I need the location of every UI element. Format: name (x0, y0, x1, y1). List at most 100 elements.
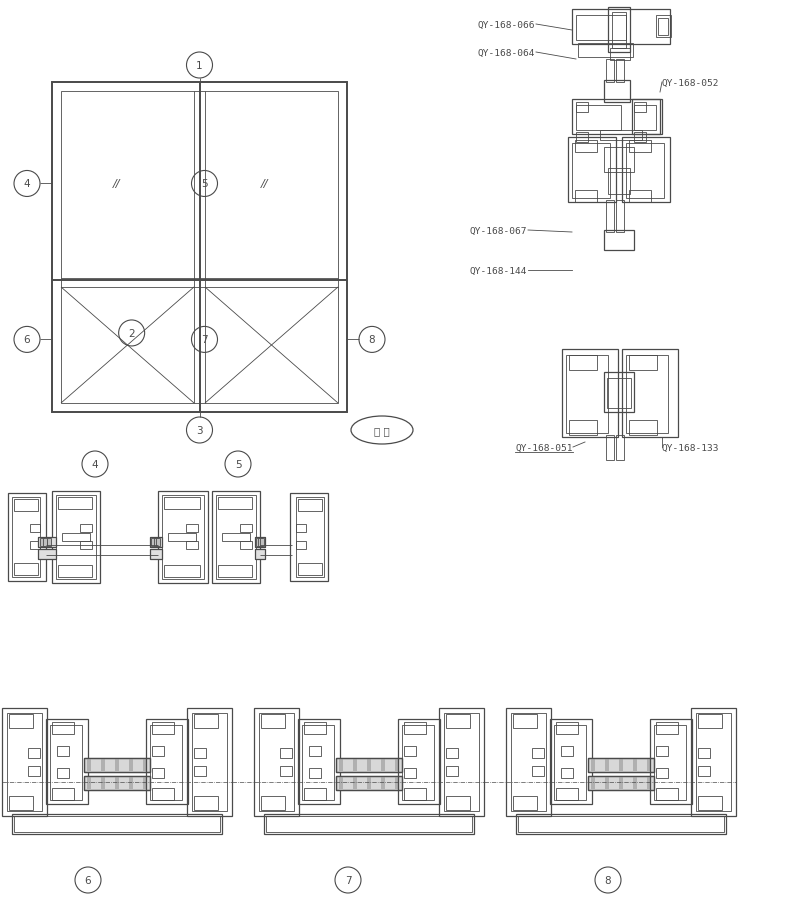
Bar (658, 19, 668, 36)
Bar (608, 8, 630, 53)
Bar (698, 796, 722, 810)
Bar (150, 549, 162, 559)
Bar (576, 16, 626, 41)
Bar (158, 492, 208, 584)
Bar (572, 10, 670, 45)
Text: //: // (261, 179, 268, 189)
Bar (152, 788, 174, 800)
Bar (43, 538, 47, 547)
Bar (656, 16, 671, 38)
Bar (2, 708, 47, 816)
Bar (398, 719, 440, 804)
Bar (255, 549, 265, 559)
Bar (28, 766, 40, 776)
Bar (647, 759, 651, 771)
Bar (576, 133, 588, 143)
Bar (656, 723, 678, 734)
Bar (115, 759, 119, 771)
Bar (240, 524, 252, 532)
Bar (40, 538, 44, 547)
Bar (513, 796, 537, 810)
Bar (187, 708, 232, 816)
Bar (622, 350, 678, 437)
Bar (80, 524, 92, 532)
Bar (616, 436, 624, 461)
Bar (395, 759, 399, 771)
Text: 4: 4 (24, 179, 30, 189)
Bar (58, 566, 92, 577)
Bar (696, 713, 731, 811)
Bar (38, 538, 56, 548)
Text: 7: 7 (345, 875, 351, 885)
Bar (605, 759, 609, 771)
Bar (84, 776, 150, 790)
Text: QY-168-067: QY-168-067 (470, 226, 527, 235)
Bar (404, 769, 416, 778)
Bar (38, 538, 56, 548)
Bar (532, 766, 544, 776)
Bar (588, 759, 654, 772)
Bar (151, 538, 155, 547)
Bar (87, 778, 91, 789)
Bar (336, 776, 402, 790)
Bar (296, 524, 306, 532)
Bar (513, 714, 537, 728)
Bar (561, 746, 573, 756)
Bar (152, 769, 164, 778)
Bar (84, 759, 150, 772)
Bar (561, 769, 573, 778)
Text: //: // (113, 179, 121, 189)
Bar (606, 436, 614, 461)
Bar (656, 746, 668, 756)
Bar (691, 708, 736, 816)
Bar (336, 759, 402, 772)
Bar (150, 725, 182, 800)
Text: 2: 2 (128, 328, 135, 338)
Bar (12, 497, 40, 577)
Bar (591, 759, 595, 771)
Bar (304, 723, 326, 734)
Bar (240, 541, 252, 549)
Bar (266, 816, 472, 832)
Bar (698, 748, 710, 759)
Bar (446, 796, 470, 810)
Bar (194, 748, 206, 759)
Bar (633, 759, 637, 771)
Bar (280, 748, 292, 759)
Bar (402, 725, 434, 800)
Bar (604, 373, 634, 412)
Bar (556, 788, 578, 800)
Bar (154, 538, 158, 547)
Bar (626, 143, 664, 198)
Text: 5: 5 (234, 459, 242, 469)
Bar (444, 713, 479, 811)
Bar (616, 201, 624, 233)
Bar (604, 231, 634, 251)
Bar (255, 538, 265, 548)
Bar (57, 746, 69, 756)
Bar (656, 769, 668, 778)
Bar (28, 748, 40, 759)
Bar (150, 549, 162, 559)
Bar (606, 60, 614, 83)
Bar (50, 725, 82, 800)
Bar (404, 723, 426, 734)
Bar (261, 796, 285, 810)
Bar (575, 191, 597, 203)
Bar (212, 492, 260, 584)
Bar (446, 766, 458, 776)
Bar (261, 714, 285, 728)
Bar (566, 355, 608, 434)
Bar (38, 549, 56, 559)
Bar (47, 538, 51, 547)
Bar (600, 131, 642, 141)
Bar (656, 788, 678, 800)
Bar (626, 355, 668, 434)
Bar (290, 493, 328, 582)
Bar (339, 778, 343, 789)
Bar (52, 723, 74, 734)
Bar (633, 778, 637, 789)
Bar (101, 778, 105, 789)
Bar (572, 143, 610, 198)
Bar (9, 796, 33, 810)
